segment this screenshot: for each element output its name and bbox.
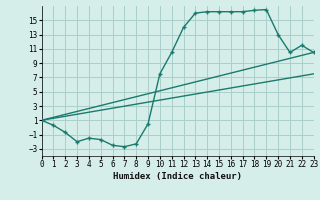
X-axis label: Humidex (Indice chaleur): Humidex (Indice chaleur) bbox=[113, 172, 242, 181]
